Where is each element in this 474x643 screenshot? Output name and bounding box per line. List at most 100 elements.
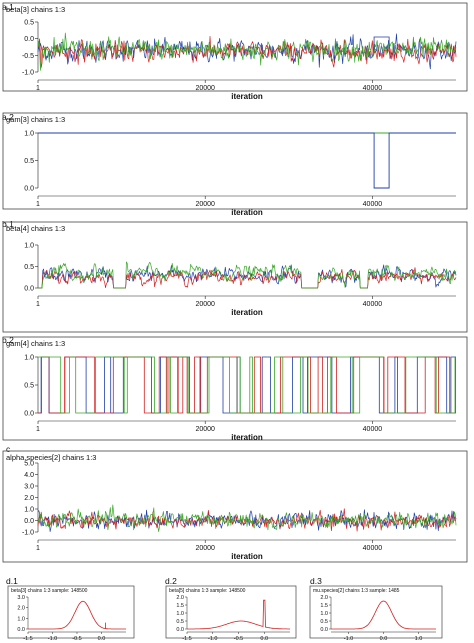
x-tick-label: 1 <box>36 426 40 433</box>
x-tick-label: 1.0 <box>415 636 423 642</box>
series-line-2 <box>38 261 457 289</box>
series-line-1 <box>38 356 456 414</box>
panel-frame <box>2 221 468 333</box>
density-curve <box>28 600 126 630</box>
y-tick-label: 0.0 <box>24 286 34 293</box>
series-line-1 <box>38 267 457 289</box>
panel-title: beta[3] chains 1:3 <box>6 5 65 14</box>
y-tick-label: 3.0 <box>17 595 25 601</box>
y-tick-label: 1.0 <box>24 507 34 514</box>
panel-title: mu.species[2] chains 1:3 sample: 1485 <box>313 588 400 594</box>
panel-frame <box>7 585 135 639</box>
panel-frame <box>2 450 468 563</box>
series-line-2 <box>37 32 457 71</box>
x-tick-label: -1.5 <box>182 636 191 642</box>
y-tick-label: 1.5 <box>320 603 328 609</box>
x-axis-label: iteration <box>231 92 263 101</box>
x-axis-label: iteration <box>231 552 263 561</box>
y-tick-label: 1.0 <box>320 611 328 617</box>
y-tick-label: 2.0 <box>320 595 328 601</box>
y-tick-label: 1.0 <box>17 616 25 622</box>
panel-frame <box>309 585 443 639</box>
panel-label-b2: b.2 <box>2 335 14 345</box>
panel-title: beta[3] chains 1:3 sample: 148500 <box>11 588 88 594</box>
density-panel-7: mu.species[2] chains 1:3 sample: 14852.0… <box>309 585 443 642</box>
y-tick-label: 0.5 <box>24 383 34 390</box>
y-tick-label: 0.5 <box>24 264 34 271</box>
y-tick-label: 0.0 <box>17 627 25 633</box>
panel-label-c: c <box>6 444 11 454</box>
series-line-2 <box>38 356 456 414</box>
series-line-0 <box>37 33 457 70</box>
x-tick-label: 20000 <box>195 426 215 433</box>
x-tick-label: 40000 <box>363 426 383 433</box>
y-tick-label: 0.0 <box>24 36 34 43</box>
panel-label-b1: b.1 <box>2 219 14 229</box>
density-curve <box>331 600 436 630</box>
x-tick-label: 0.0 <box>380 636 388 642</box>
series-line-0 <box>38 356 456 414</box>
y-tick-label: 4.0 <box>24 472 34 479</box>
x-tick-label: 0.0 <box>260 636 268 642</box>
y-tick-label: 1.5 <box>176 603 184 609</box>
y-tick-label: 0.0 <box>24 411 34 418</box>
panel-frame <box>165 585 297 639</box>
trace-panel-1: gam[3] chains 1:3 1.0 0.5 0.0 1 20000 40000 ite… <box>2 112 468 217</box>
x-tick-label: 1 <box>36 85 40 92</box>
panel-label-d3: d.3 <box>310 576 322 586</box>
y-tick-label: 2.0 <box>24 495 34 502</box>
x-tick-label: -1.0 <box>344 636 353 642</box>
x-tick-label: 1 <box>36 301 40 308</box>
y-tick-label: -1.0 <box>22 530 34 537</box>
y-tick-label: 2.0 <box>176 595 184 601</box>
y-tick-label: 2.0 <box>17 606 25 612</box>
x-tick-label: -0.5 <box>72 636 81 642</box>
x-tick-label: 40000 <box>363 301 383 308</box>
y-tick-label: 0.5 <box>176 619 184 625</box>
y-tick-label: 1.0 <box>176 611 184 617</box>
panel-title: gam[3] chains 1:3 <box>6 115 65 124</box>
x-tick-label: 1 <box>36 201 40 208</box>
x-tick-label: 20000 <box>195 301 215 308</box>
x-tick-label: 40000 <box>363 201 383 208</box>
y-tick-label: 0.0 <box>24 518 34 525</box>
trace-panel-3: gam[4] chains 1:3 1.0 0.5 0.0 1 20000 40000 ite… <box>2 336 468 442</box>
panel-frame <box>2 336 468 441</box>
x-tick-label: 20000 <box>195 85 215 92</box>
panel-label-a2: a.2 <box>2 112 14 122</box>
x-tick-label: 20000 <box>195 201 215 208</box>
y-tick-label: 1.0 <box>24 355 34 362</box>
series-line-2 <box>37 504 457 532</box>
x-tick-label: 40000 <box>363 545 383 552</box>
x-tick-label: -1.5 <box>23 636 32 642</box>
y-tick-label: 0.0 <box>320 627 328 633</box>
trace-panel-0: beta[3] chains 1:3 0.5 0.0 -0.5 -1.0 1 20000 40… <box>2 2 468 101</box>
x-tick-label: 20000 <box>195 545 215 552</box>
density-curve <box>187 599 290 630</box>
panel-label-d2: d.2 <box>165 576 177 586</box>
panel-frame <box>2 112 468 210</box>
y-tick-label: 0.0 <box>24 186 34 193</box>
series-line-0 <box>37 509 457 532</box>
y-tick-label: 3.0 <box>24 484 34 491</box>
trace-panel-4: alpha.species[2] chains 1:35.0 4.0 3.0 2.0 1… <box>2 450 468 563</box>
trace-panel-2: beta[4] chains 1:3 1.0 0.5 0.0 1 20000 40000 it… <box>2 221 468 333</box>
panel-title: alpha.species[2] chains 1:3 <box>6 453 96 462</box>
panel-title: beta[5] chains 1:3 sample: 148500 <box>169 588 246 594</box>
y-tick-label: 0.5 <box>24 158 34 165</box>
y-tick-label: -1.0 <box>22 70 34 77</box>
x-tick-label: -0.5 <box>234 636 243 642</box>
x-tick-label: 1 <box>36 545 40 552</box>
panel-label-a1: a.1 <box>2 2 14 12</box>
y-tick-label: 1.0 <box>24 131 34 138</box>
x-tick-label: 40000 <box>363 85 383 92</box>
y-tick-label: 0.0 <box>176 627 184 633</box>
y-tick-label: 1.0 <box>24 243 34 250</box>
x-tick-label: -1.0 <box>208 636 217 642</box>
panel-title: beta[4] chains 1:3 <box>6 224 65 233</box>
y-tick-label: 0.5 <box>320 619 328 625</box>
panel-frame <box>2 2 468 92</box>
